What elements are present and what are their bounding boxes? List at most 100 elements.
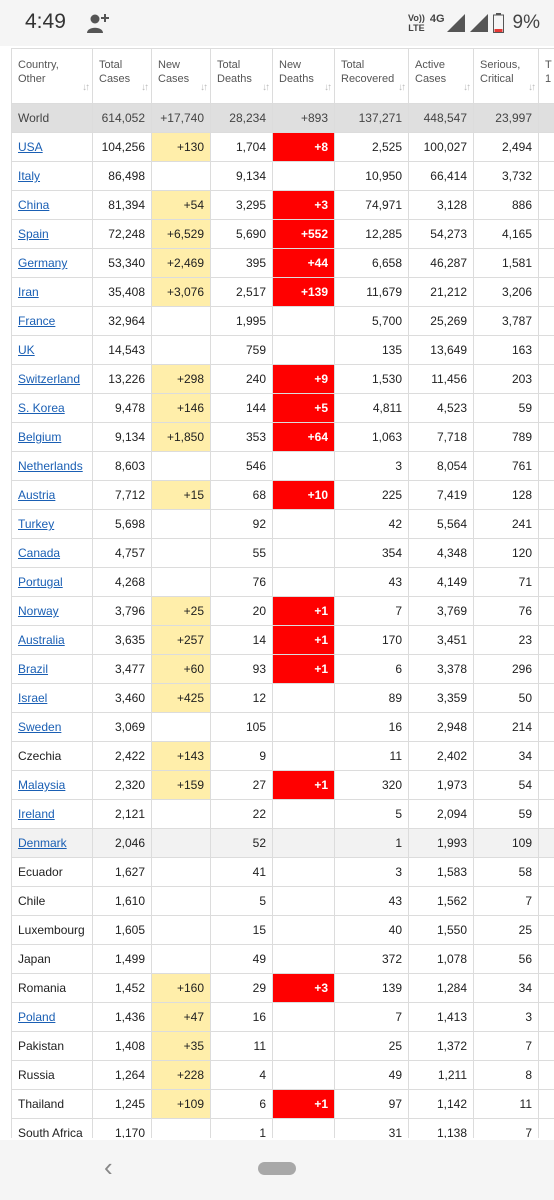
- country-link[interactable]: Germany: [18, 256, 68, 270]
- sort-arrows-icon[interactable]: ↓↑: [324, 82, 332, 93]
- cell-extra: [538, 799, 554, 829]
- cell-new-cases: +228: [151, 1060, 211, 1090]
- cell-new-cases: +146: [151, 393, 211, 423]
- cell-extra: [538, 944, 554, 974]
- country-link[interactable]: Italy: [18, 169, 41, 183]
- sort-arrows-icon[interactable]: ↓↑: [82, 82, 90, 93]
- column-header-serious-critical[interactable]: Serious, Critical ↓↑: [473, 48, 539, 104]
- country-link[interactable]: Sweden: [18, 720, 62, 734]
- cell-serious-critical: 11: [473, 1089, 539, 1119]
- sort-arrows-icon[interactable]: ↓↑: [262, 82, 270, 93]
- table-row: Austria 7,712 +15 68 +10 225 7,419 128: [11, 480, 554, 510]
- cell-total-cases: 2,046: [92, 828, 152, 858]
- cell-new-deaths: [272, 741, 335, 771]
- cell-serious-critical: 59: [473, 799, 539, 829]
- country-link[interactable]: USA: [18, 140, 43, 154]
- cell-serious-critical: 8: [473, 1060, 539, 1090]
- cell-extra: [538, 1089, 554, 1119]
- country-link[interactable]: Turkey: [18, 517, 55, 531]
- country-link[interactable]: France: [18, 314, 56, 328]
- country-link[interactable]: Ireland: [18, 807, 55, 821]
- cell-total-deaths: 11: [210, 1031, 273, 1061]
- table-row: S. Korea 9,478 +146 144 +5 4,811 4,523 59: [11, 393, 554, 423]
- cell-total-deaths: 29: [210, 973, 273, 1003]
- column-header-active-cases[interactable]: Active Cases ↓↑: [408, 48, 474, 104]
- cell-serious-critical: 2,494: [473, 132, 539, 162]
- cell-extra: [538, 103, 554, 133]
- table-row: UK 14,543 759 135 13,649 163: [11, 335, 554, 365]
- country-link[interactable]: Iran: [18, 285, 39, 299]
- cell-total-cases: 35,408: [92, 277, 152, 307]
- cell-active-cases: 1,550: [408, 915, 474, 945]
- country-link[interactable]: Canada: [18, 546, 61, 560]
- column-header-total-deaths[interactable]: Total Deaths ↓↑: [210, 48, 273, 104]
- cell-new-deaths: [272, 712, 335, 742]
- cell-total-deaths: 41: [210, 857, 273, 887]
- country-link[interactable]: Spain: [18, 227, 49, 241]
- table-row: France 32,964 1,995 5,700 25,269 3,787: [11, 306, 554, 336]
- country-link[interactable]: China: [18, 198, 50, 212]
- country-link[interactable]: Portugal: [18, 575, 63, 589]
- table-row: Iran 35,408 +3,076 2,517 +139 11,679 21,212 3,2…: [11, 277, 554, 307]
- cell-country: Germany: [11, 248, 93, 278]
- country-link[interactable]: Austria: [18, 488, 56, 502]
- country-link[interactable]: Malaysia: [18, 778, 66, 792]
- cell-active-cases: 1,211: [408, 1060, 474, 1090]
- cell-total-deaths: 76: [210, 567, 273, 597]
- cell-active-cases: 1,138: [408, 1118, 474, 1138]
- cell-new-deaths: +1: [272, 770, 335, 800]
- cell-serious-critical: 7: [473, 1118, 539, 1138]
- column-header-new-cases[interactable]: New Cases ↓↑: [151, 48, 211, 104]
- sort-arrows-icon[interactable]: ↓↑: [528, 82, 536, 93]
- table-row: Luxembourg 1,605 15 40 1,550 25: [11, 915, 554, 945]
- cell-active-cases: 21,212: [408, 277, 474, 307]
- sort-arrows-icon[interactable]: ↓↑: [398, 82, 406, 93]
- cell-new-cases: [151, 306, 211, 336]
- cell-total-recovered: 43: [334, 886, 409, 916]
- cell-new-deaths: +44: [272, 248, 335, 278]
- country-link[interactable]: Norway: [18, 604, 59, 618]
- column-header-total-cases[interactable]: Total Cases ↓↑: [92, 48, 152, 104]
- covid-table-container[interactable]: Country, Other ↓↑ Total Cases ↓↑ New Cases ↓↑ Tot…: [11, 48, 554, 1138]
- cell-total-deaths: 105: [210, 712, 273, 742]
- country-link[interactable]: S. Korea: [18, 401, 65, 415]
- column-header-country[interactable]: Country, Other ↓↑: [11, 48, 93, 104]
- cell-serious-critical: 34: [473, 741, 539, 771]
- table-row: Romania 1,452 +160 29 +3 139 1,284 34: [11, 973, 554, 1003]
- column-header-new-deaths[interactable]: New Deaths ↓↑: [272, 48, 335, 104]
- back-chevron-icon[interactable]: ‹: [104, 1152, 113, 1182]
- country-link[interactable]: Israel: [18, 691, 48, 705]
- cell-active-cases: 4,149: [408, 567, 474, 597]
- table-row: Thailand 1,245 +109 6 +1 97 1,142 11: [11, 1089, 554, 1119]
- sort-arrows-icon[interactable]: ↓↑: [200, 82, 208, 93]
- country-link[interactable]: Belgium: [18, 430, 62, 444]
- cell-new-deaths: +5: [272, 393, 335, 423]
- cell-country: Portugal: [11, 567, 93, 597]
- cell-total-deaths: 14: [210, 625, 273, 655]
- cell-total-cases: 1,436: [92, 1002, 152, 1032]
- cell-extra: [538, 1002, 554, 1032]
- cell-total-cases: 2,320: [92, 770, 152, 800]
- cell-serious-critical: 241: [473, 509, 539, 539]
- column-header-total-recovered[interactable]: Total Recovered ↓↑: [334, 48, 409, 104]
- cell-active-cases: 3,359: [408, 683, 474, 713]
- cell-extra: [538, 770, 554, 800]
- table-row: Malaysia 2,320 +159 27 +1 320 1,973 54: [11, 770, 554, 800]
- country-link[interactable]: Netherlands: [18, 459, 83, 473]
- country-link[interactable]: Australia: [18, 633, 65, 647]
- cell-total-cases: 8,603: [92, 451, 152, 481]
- country-link[interactable]: Brazil: [18, 662, 49, 676]
- cell-active-cases: 1,142: [408, 1089, 474, 1119]
- country-link[interactable]: Switzerland: [18, 372, 81, 386]
- country-link[interactable]: UK: [18, 343, 35, 357]
- sort-arrows-icon[interactable]: ↓↑: [463, 82, 471, 93]
- home-pill-icon[interactable]: [258, 1162, 296, 1175]
- cell-total-cases: 2,121: [92, 799, 152, 829]
- network-type: 4G: [429, 13, 445, 25]
- country-link[interactable]: Denmark: [18, 836, 67, 850]
- country-link[interactable]: Poland: [18, 1010, 56, 1024]
- cell-total-recovered: 1,530: [334, 364, 409, 394]
- table-row: Switzerland 13,226 +298 240 +9 1,530 11,456 203: [11, 364, 554, 394]
- sort-arrows-icon[interactable]: ↓↑: [141, 82, 149, 93]
